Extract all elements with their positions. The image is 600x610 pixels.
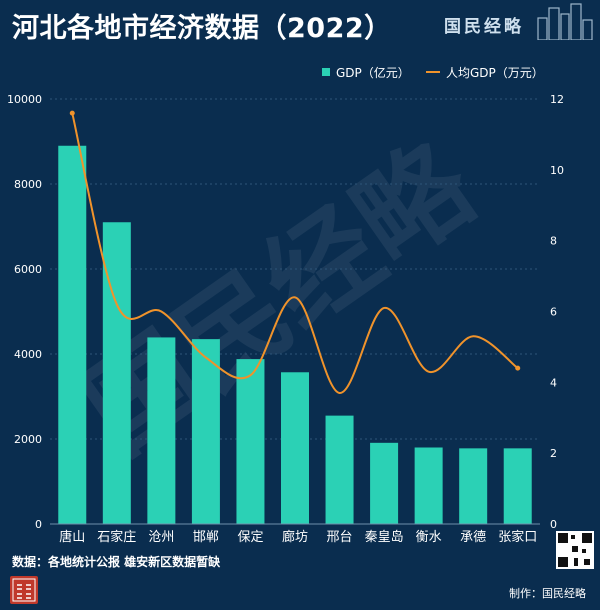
credit-text: 制作：国民经略 — [509, 587, 586, 600]
x-tick-label: 廊坊 — [282, 529, 308, 545]
bar — [281, 372, 309, 524]
x-tick-label: 保定 — [237, 530, 263, 545]
y-left-tick-label: 8000 — [14, 178, 42, 191]
line-point — [515, 365, 521, 371]
y-right-tick-label: 6 — [550, 306, 557, 319]
bar — [370, 442, 399, 524]
series-line-per-capita-gdp — [71, 112, 519, 394]
y-right-tick-label: 10 — [550, 164, 564, 177]
y-left-tick-label: 2000 — [14, 433, 42, 446]
bar — [102, 222, 131, 524]
x-tick-label: 邯郸 — [193, 530, 219, 545]
legend-label-per-capita: 人均GDP（万元） — [446, 66, 544, 80]
bar — [236, 359, 265, 524]
y-left-tick-label: 4000 — [14, 348, 42, 361]
y-right-tick-label: 8 — [550, 235, 557, 248]
x-tick-label: 承德 — [460, 530, 486, 545]
y-left-tick-label: 0 — [35, 518, 42, 531]
publisher-seal-logo — [10, 576, 38, 604]
bar — [414, 447, 443, 524]
y-right-tick-label: 2 — [550, 447, 557, 460]
x-tick-label: 秦皇岛 — [365, 529, 404, 545]
y-right-tick-label: 12 — [550, 93, 564, 106]
x-tick-label: 唐山 — [59, 529, 85, 545]
y-right-tick-label: 0 — [550, 518, 557, 531]
x-tick-label: 邢台 — [327, 530, 353, 545]
y-left-tick-label: 6000 — [14, 263, 42, 276]
y-left-tick-label: 10000 — [7, 93, 42, 106]
bar — [503, 448, 532, 524]
data-source-note: 数据：各地统计公报 雄安新区数据暂缺 — [12, 555, 221, 569]
x-tick-label: 衡水 — [416, 530, 442, 545]
bar — [459, 448, 488, 524]
x-tick-label: 石家庄 — [97, 529, 136, 545]
brand-logo-text: 国民经略 — [444, 17, 524, 37]
legend-swatch-gdp — [322, 68, 330, 76]
bar — [325, 415, 354, 524]
legend-label-gdp: GDP（亿元） — [336, 65, 410, 80]
bar — [147, 337, 176, 524]
bar — [58, 145, 87, 524]
x-tick-label: 沧州 — [148, 529, 174, 545]
y-right-tick-label: 4 — [550, 376, 557, 389]
skyline-icon — [537, 3, 593, 40]
chart-title: 河北各地市经济数据（2022） — [12, 13, 392, 44]
line-point — [69, 110, 75, 116]
bar — [191, 339, 220, 524]
qr-code-icon — [556, 531, 594, 569]
x-tick-label: 张家口 — [498, 529, 537, 545]
